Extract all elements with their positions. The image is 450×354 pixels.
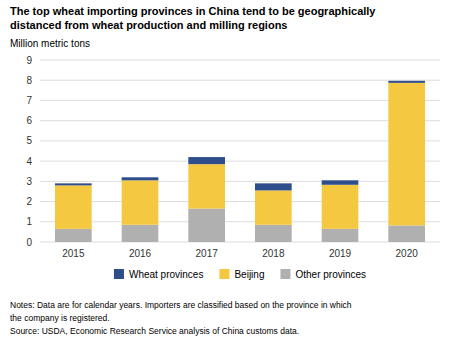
bar-segment — [255, 225, 292, 242]
y-tick-label: 7 — [26, 95, 32, 106]
bar-segment — [388, 225, 425, 242]
y-axis-label: Million metric tons — [10, 38, 90, 49]
bar-segment — [55, 183, 92, 185]
note: Source: USDA, Economic Research Service … — [10, 326, 299, 336]
legend-swatch — [219, 269, 229, 279]
y-tick-label: 9 — [26, 55, 32, 66]
title: distanced from wheat production and mill… — [10, 19, 287, 31]
bar-segment — [388, 81, 425, 83]
x-tick-label: 2018 — [262, 248, 285, 259]
bar-segment — [322, 180, 359, 184]
grid-line — [40, 140, 440, 141]
legend-swatch — [114, 269, 124, 279]
note: Notes: Data are for calendar years. Impo… — [10, 300, 352, 310]
legend: Wheat provinces Beijing Other provinces — [114, 269, 366, 280]
bar-segment — [55, 185, 92, 228]
chart: The top wheat importing provinces in Chi… — [0, 0, 450, 354]
grid-line — [40, 60, 440, 61]
bar-segment — [188, 209, 225, 242]
x-tick-label: 2020 — [396, 248, 419, 259]
bar-segment — [122, 180, 159, 224]
y-tick-label: 8 — [26, 75, 32, 86]
grid-line — [40, 120, 440, 121]
bar-segment — [188, 157, 225, 164]
x-tick-label: 2015 — [62, 248, 85, 259]
y-tick-label: 2 — [26, 196, 32, 207]
bar-segment — [55, 229, 92, 242]
grid-line — [40, 242, 440, 243]
legend-label: Other provinces — [295, 269, 366, 280]
bar-segment — [255, 190, 292, 224]
grid-line — [40, 221, 440, 222]
grid-line — [40, 181, 440, 182]
legend-label: Beijing — [234, 269, 264, 280]
bar-segment — [255, 183, 292, 190]
note: the company is registered. — [10, 313, 110, 323]
title: The top wheat importing provinces in Chi… — [10, 5, 376, 17]
x-tick-label: 2017 — [196, 248, 219, 259]
bar-segment — [122, 225, 159, 242]
y-tick-label: 4 — [26, 156, 32, 167]
y-tick-label: 0 — [26, 237, 32, 248]
legend-label: Wheat provinces — [129, 269, 203, 280]
y-tick-label: 1 — [26, 216, 32, 227]
bar-segment — [122, 177, 159, 180]
legend-swatch — [280, 269, 290, 279]
y-tick-label: 5 — [26, 135, 32, 146]
grid-line — [40, 80, 440, 81]
x-tick-label: 2016 — [129, 248, 152, 259]
y-tick-label: 6 — [26, 115, 32, 126]
grid-line — [40, 161, 440, 162]
bars — [55, 81, 425, 242]
bar-segment — [188, 164, 225, 208]
bar-segment — [322, 185, 359, 229]
grid-line — [40, 100, 440, 101]
y-tick-label: 3 — [26, 176, 32, 187]
x-tick-label: 2019 — [329, 248, 352, 259]
background — [0, 0, 450, 354]
grid-line — [40, 201, 440, 202]
bar-segment — [388, 83, 425, 226]
bar-segment — [322, 229, 359, 242]
